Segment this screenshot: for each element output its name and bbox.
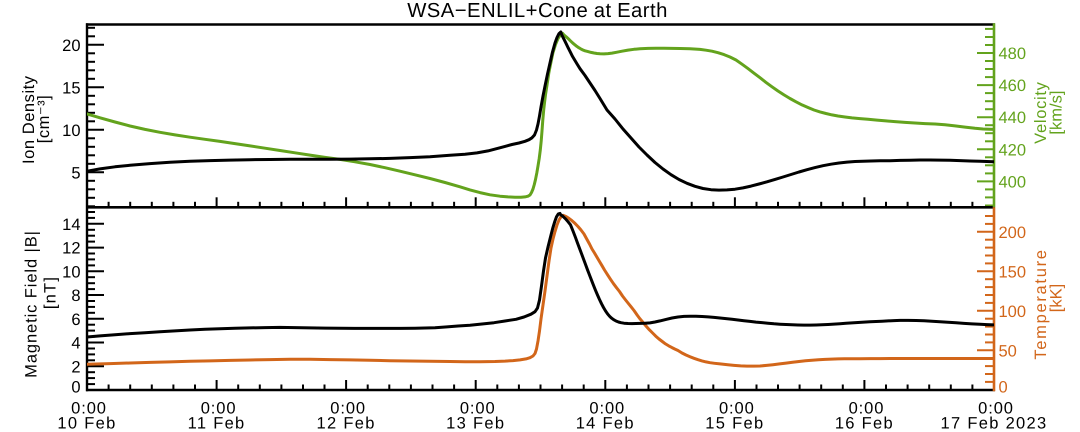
svg-text:8: 8 xyxy=(71,287,80,305)
svg-text:14 Feb: 14 Feb xyxy=(576,415,635,432)
svg-text:10: 10 xyxy=(62,122,80,140)
svg-text:0:00: 0:00 xyxy=(719,400,755,418)
svg-text:13 Feb: 13 Feb xyxy=(446,415,505,432)
svg-text:12: 12 xyxy=(62,240,80,258)
svg-text:Velocity: Velocity xyxy=(1032,81,1050,144)
svg-text:[nT]: [nT] xyxy=(41,276,59,309)
svg-text:460: 460 xyxy=(999,77,1027,95)
svg-text:0:00: 0:00 xyxy=(71,400,107,418)
svg-text:440: 440 xyxy=(999,109,1027,127)
svg-text:200: 200 xyxy=(999,224,1027,242)
svg-text:15: 15 xyxy=(62,79,80,97)
svg-text:10 Feb: 10 Feb xyxy=(57,415,116,432)
svg-text:Temperature: Temperature xyxy=(1032,248,1050,359)
svg-text:WSA−ENLIL+Cone at Earth: WSA−ENLIL+Cone at Earth xyxy=(407,0,668,22)
svg-text:100: 100 xyxy=(999,303,1027,321)
svg-text:0: 0 xyxy=(71,378,80,396)
svg-text:150: 150 xyxy=(999,263,1027,281)
svg-text:400: 400 xyxy=(999,173,1027,191)
svg-text:5: 5 xyxy=(71,164,80,182)
svg-text:0:00: 0:00 xyxy=(589,400,625,418)
svg-text:4: 4 xyxy=(71,335,80,353)
svg-text:420: 420 xyxy=(999,141,1027,159)
svg-text:15 Feb: 15 Feb xyxy=(705,415,764,432)
svg-text:0:00: 0:00 xyxy=(978,400,1014,418)
svg-text:0:00: 0:00 xyxy=(330,400,366,418)
svg-text:20: 20 xyxy=(62,37,80,55)
svg-text:6: 6 xyxy=(71,311,80,329)
svg-text:14: 14 xyxy=(62,216,80,234)
svg-text:480: 480 xyxy=(999,45,1027,63)
svg-text:0: 0 xyxy=(999,378,1008,396)
svg-text:Ion Density: Ion Density xyxy=(20,75,38,164)
svg-text:[km/s]: [km/s] xyxy=(1048,91,1066,135)
svg-text:[cm⁻³]: [cm⁻³] xyxy=(35,95,53,143)
svg-text:10: 10 xyxy=(62,263,80,281)
svg-text:11 Feb: 11 Feb xyxy=(188,415,246,432)
svg-text:2: 2 xyxy=(71,358,80,376)
svg-text:0:00: 0:00 xyxy=(460,400,496,418)
svg-text:12 Feb: 12 Feb xyxy=(317,415,376,432)
svg-text:Magnetic Field |B|: Magnetic Field |B| xyxy=(23,230,41,378)
svg-text:[kK]: [kK] xyxy=(1048,284,1066,312)
svg-text:17 Feb 2023: 17 Feb 2023 xyxy=(941,415,1048,432)
svg-text:16 Feb: 16 Feb xyxy=(835,415,894,432)
svg-text:50: 50 xyxy=(999,342,1017,360)
svg-text:0:00: 0:00 xyxy=(849,400,885,418)
svg-text:0:00: 0:00 xyxy=(201,400,237,418)
